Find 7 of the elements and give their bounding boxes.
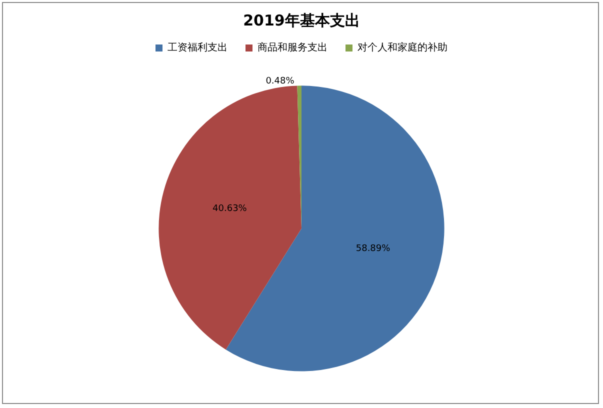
legend-label: 商品和服务支出 xyxy=(258,42,328,54)
legend-label: 对个人和家庭的补助 xyxy=(358,42,448,54)
data-label: 40.63% xyxy=(212,204,248,214)
data-label: 0.48% xyxy=(266,76,295,87)
data-label: 58.89% xyxy=(356,244,391,254)
chart-title: 2019年基本支出 xyxy=(243,12,360,30)
legend-label: 工资福利支出 xyxy=(168,42,228,54)
